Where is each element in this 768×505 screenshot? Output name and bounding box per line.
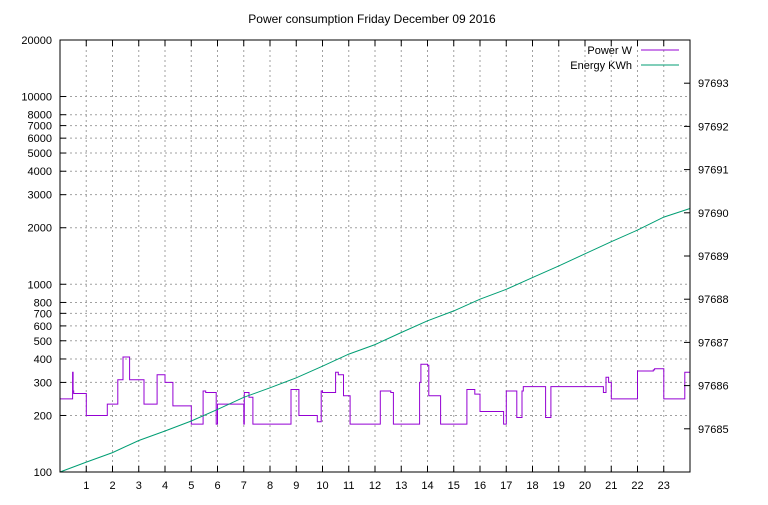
- y-tick-label: 400: [34, 354, 52, 366]
- x-tick-label: 9: [293, 480, 299, 492]
- x-tick-label: 10: [316, 480, 328, 492]
- axis-layer: 1 2 3 4 5 6 7 8 9 10 11 12 13 14 15 16 17 18 19 20 21 22 23100…: [21, 35, 728, 492]
- legend-label: Energy KWh: [570, 60, 632, 72]
- x-tick-label: 3: [136, 480, 142, 492]
- y2-tick-label: 97691: [698, 165, 729, 177]
- y2-tick-label: 97690: [698, 208, 729, 220]
- y-tick-label: 500: [34, 336, 52, 348]
- y-tick-label: 3000: [28, 190, 52, 202]
- x-tick-label: 22: [631, 480, 643, 492]
- legend: Power W Energy KWh: [570, 45, 679, 72]
- x-tick-label: 15: [448, 480, 460, 492]
- x-tick-label: 5: [188, 480, 194, 492]
- y2-tick-label: 97686: [698, 381, 729, 393]
- y2-tick-label: 97689: [698, 251, 729, 263]
- x-tick-label: 17: [500, 480, 512, 492]
- x-tick-label: 11: [343, 480, 354, 492]
- y-tick-label: 6000: [28, 133, 52, 145]
- series-layer: [59, 208, 691, 473]
- x-tick-label: 2: [109, 480, 115, 492]
- y-tick-label: 800: [34, 297, 52, 309]
- y-tick-label: 5000: [28, 148, 52, 160]
- x-tick-label: 23: [658, 480, 670, 492]
- x-tick-label: 16: [474, 480, 486, 492]
- y-tick-label: 2000: [28, 223, 52, 235]
- series-line-power-w: [60, 356, 690, 425]
- x-tick-label: 7: [241, 480, 247, 492]
- x-tick-label: 21: [605, 480, 617, 492]
- y2-tick-label: 97687: [698, 337, 729, 349]
- x-tick-label: 1: [83, 480, 89, 492]
- x-tick-label: 8: [267, 480, 273, 492]
- y-tick-label: 20000: [21, 35, 52, 47]
- series-line-energy-kwh: [59, 208, 691, 473]
- y-tick-label: 8000: [28, 110, 52, 122]
- x-tick-label: 14: [421, 480, 433, 492]
- x-tick-label: 20: [579, 480, 591, 492]
- y-tick-label: 600: [34, 321, 52, 333]
- chart-title: Power consumption Friday December 09 201…: [248, 12, 496, 26]
- y-tick-label: 7000: [28, 121, 52, 133]
- y-tick-label: 300: [34, 377, 52, 389]
- y2-tick-label: 97688: [698, 294, 729, 306]
- y-tick-label: 1000: [28, 279, 52, 291]
- y2-tick-label: 97693: [698, 78, 729, 90]
- y-tick-label: 4000: [28, 166, 52, 178]
- y-tick-label: 200: [34, 410, 52, 422]
- y-tick-label: 10000: [21, 92, 52, 104]
- x-tick-label: 13: [395, 480, 407, 492]
- x-tick-label: 6: [214, 480, 220, 492]
- y-tick-label: 100: [34, 467, 52, 479]
- y2-tick-label: 97692: [698, 121, 729, 133]
- x-tick-label: 12: [369, 480, 381, 492]
- y-tick-label: 700: [34, 308, 52, 320]
- x-tick-label: 19: [553, 480, 565, 492]
- grid-layer: [60, 40, 690, 472]
- x-tick-label: 18: [526, 480, 538, 492]
- x-tick-label: 4: [162, 480, 168, 492]
- legend-label: Power W: [587, 45, 632, 57]
- y2-tick-label: 97685: [698, 424, 729, 436]
